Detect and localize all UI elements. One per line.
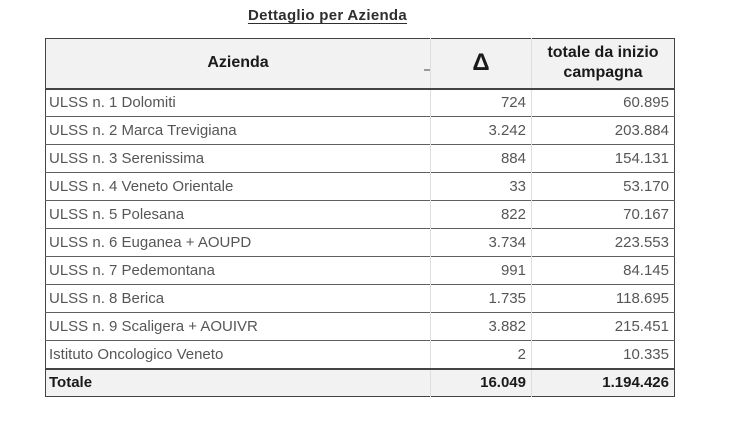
- table-row: ULSS n. 8 Berica 1.735 118.695: [45, 284, 675, 313]
- page-title: Dettaglio per Azienda: [247, 7, 408, 24]
- table-row: ULSS n. 2 Marca Trevigiana 3.242 203.884: [45, 116, 675, 145]
- total-label: Totale: [45, 367, 431, 397]
- cell-azienda: ULSS n. 3 Serenissima: [45, 144, 431, 173]
- detail-table: Azienda Δ totale da inizio campagna ULSS…: [45, 38, 675, 397]
- cell-azienda: ULSS n. 5 Polesana: [45, 200, 431, 229]
- total-campagna-value: 1.194.426: [531, 367, 675, 397]
- cell-totale: 60.895: [531, 88, 675, 117]
- cell-totale: 53.170: [531, 172, 675, 201]
- cell-delta: 822: [430, 200, 532, 229]
- cell-totale: 118.695: [531, 284, 675, 313]
- cell-azienda: ULSS n. 8 Berica: [45, 284, 431, 313]
- table-row: ULSS n. 6 Euganea + AOUPD 3.734 223.553: [45, 228, 675, 257]
- cell-delta: 1.735: [430, 284, 532, 313]
- cell-azienda: ULSS n. 7 Pedemontana: [45, 256, 431, 285]
- column-header-totale: totale da inizio campagna: [531, 38, 675, 90]
- header-row: Azienda Δ totale da inizio campagna: [45, 38, 675, 90]
- table-header: Azienda Δ totale da inizio campagna: [45, 38, 675, 90]
- cell-delta: 33: [430, 172, 532, 201]
- cell-delta: 2: [430, 340, 532, 369]
- cell-totale: 203.884: [531, 116, 675, 145]
- cell-azienda: ULSS n. 6 Euganea + AOUPD: [45, 228, 431, 257]
- column-header-delta: Δ: [430, 38, 532, 90]
- cell-totale: 154.131: [531, 144, 675, 173]
- cell-totale: 223.553: [531, 228, 675, 257]
- stray-dash-mark: [424, 69, 430, 71]
- table-row: ULSS n. 9 Scaligera + AOUIVR 3.882 215.4…: [45, 312, 675, 341]
- cell-azienda: ULSS n. 4 Veneto Orientale: [45, 172, 431, 201]
- cell-totale: 84.145: [531, 256, 675, 285]
- report-page: Dettaglio per Azienda Azienda Δ totale d…: [0, 7, 735, 438]
- cell-azienda: ULSS n. 9 Scaligera + AOUIVR: [45, 312, 431, 341]
- total-row: Totale 16.049 1.194.426: [45, 367, 675, 397]
- cell-totale: 215.451: [531, 312, 675, 341]
- table-row: ULSS n. 4 Veneto Orientale 33 53.170: [45, 172, 675, 201]
- table-row: ULSS n. 7 Pedemontana 991 84.145: [45, 256, 675, 285]
- cell-azienda: ULSS n. 1 Dolomiti: [45, 88, 431, 117]
- table-row: Istituto Oncologico Veneto 2 10.335: [45, 340, 675, 369]
- table-footer: Totale 16.049 1.194.426: [45, 367, 675, 397]
- total-delta-value: 16.049: [430, 367, 532, 397]
- cell-delta: 3.242: [430, 116, 532, 145]
- cell-azienda: ULSS n. 2 Marca Trevigiana: [45, 116, 431, 145]
- cell-delta: 3.734: [430, 228, 532, 257]
- column-header-azienda: Azienda: [45, 38, 431, 90]
- cell-azienda: Istituto Oncologico Veneto: [45, 340, 431, 369]
- table-row: ULSS n. 1 Dolomiti 724 60.895: [45, 88, 675, 117]
- cell-delta: 884: [430, 144, 532, 173]
- table-row: ULSS n. 5 Polesana 822 70.167: [45, 200, 675, 229]
- cell-delta: 724: [430, 88, 532, 117]
- table-body: ULSS n. 1 Dolomiti 724 60.895 ULSS n. 2 …: [45, 88, 675, 369]
- cell-delta: 3.882: [430, 312, 532, 341]
- cell-totale: 10.335: [531, 340, 675, 369]
- table-row: ULSS n. 3 Serenissima 884 154.131: [45, 144, 675, 173]
- cell-delta: 991: [430, 256, 532, 285]
- cell-totale: 70.167: [531, 200, 675, 229]
